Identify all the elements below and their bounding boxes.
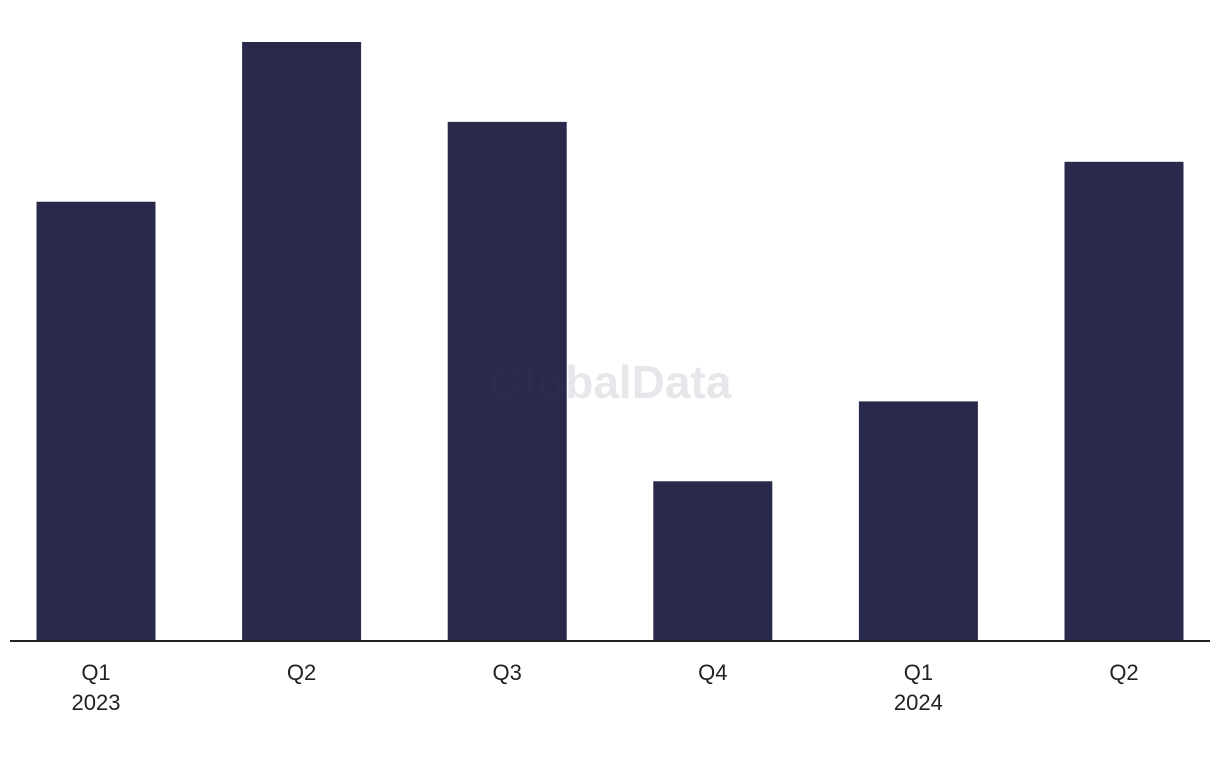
x-tick-label: Q1: [81, 660, 110, 685]
x-group-label: 2024: [894, 690, 943, 715]
bar: [653, 481, 773, 641]
x-tick-label: Q1: [904, 660, 933, 685]
x-tick-label: Q2: [287, 660, 316, 685]
bar: [242, 42, 362, 641]
watermark: GlobalData: [489, 356, 732, 408]
bar: [447, 121, 567, 641]
x-tick-label: Q2: [1109, 660, 1138, 685]
bar: [858, 401, 978, 641]
x-tick-label: Q3: [493, 660, 522, 685]
bar: [36, 201, 156, 641]
bar: [1064, 161, 1184, 642]
x-tick-label: Q4: [698, 660, 727, 685]
x-group-label: 2023: [72, 690, 121, 715]
